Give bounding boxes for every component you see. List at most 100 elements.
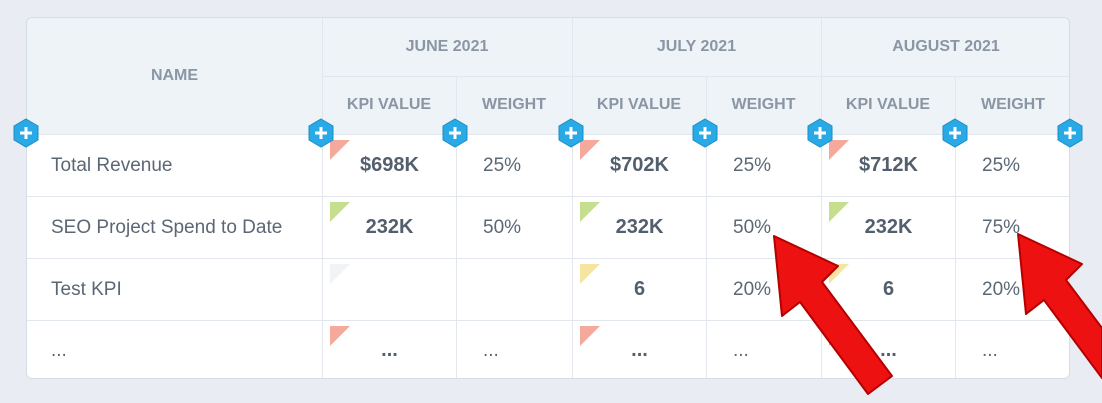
add-column-button[interactable] bbox=[942, 118, 968, 148]
weight-cell[interactable] bbox=[457, 259, 572, 320]
add-column-button[interactable] bbox=[442, 118, 468, 148]
kpi-value-cell[interactable]: 232K bbox=[822, 197, 955, 258]
plus-icon bbox=[308, 118, 334, 148]
row-name-label: SEO Project Spend to Date bbox=[51, 216, 283, 238]
kpi-value-cell[interactable]: $702K bbox=[573, 135, 706, 196]
table-row-name[interactable]: SEO Project Spend to Date bbox=[27, 197, 322, 258]
plus-icon bbox=[692, 118, 718, 148]
weight-value: 75% bbox=[982, 216, 1021, 238]
add-column-button[interactable] bbox=[13, 118, 39, 148]
kpi-value-cell[interactable]: 232K bbox=[573, 197, 706, 258]
status-flag-green bbox=[330, 202, 350, 222]
arrow-icon bbox=[773, 235, 893, 395]
weight-cell[interactable]: ... bbox=[707, 321, 821, 378]
status-flag-red bbox=[580, 326, 600, 346]
weight-cell[interactable]: ... bbox=[956, 321, 1069, 378]
weight-label: WEIGHT bbox=[482, 96, 546, 113]
weight-value: ... bbox=[733, 339, 749, 361]
status-flag-red bbox=[330, 140, 350, 160]
weight-header-august[interactable]: WEIGHT bbox=[955, 76, 1069, 134]
row-name-label: ... bbox=[51, 339, 67, 361]
status-flag-red bbox=[829, 140, 849, 160]
table-row-name[interactable]: Total Revenue bbox=[27, 135, 322, 196]
kpi-value-cell[interactable] bbox=[323, 259, 456, 320]
weight-cell[interactable]: ... bbox=[457, 321, 572, 378]
weight-value: 25% bbox=[982, 154, 1021, 176]
kpi-value: 6 bbox=[882, 278, 895, 300]
grid-line bbox=[27, 196, 1069, 197]
plus-icon bbox=[558, 118, 584, 148]
weight-cell[interactable]: 20% bbox=[956, 259, 1069, 320]
kpi-value-header-august[interactable]: KPI VALUE bbox=[821, 76, 955, 134]
status-flag-green bbox=[580, 202, 600, 222]
kpi-value-cell[interactable]: 6 bbox=[822, 259, 955, 320]
grid-line bbox=[706, 76, 707, 378]
status-flag-red bbox=[580, 140, 600, 160]
weight-header-july[interactable]: WEIGHT bbox=[706, 76, 821, 134]
kpi-value: ... bbox=[631, 339, 648, 361]
status-flag-grey bbox=[330, 264, 350, 284]
add-column-button[interactable] bbox=[1057, 118, 1083, 148]
weight-cell[interactable]: 20% bbox=[707, 259, 821, 320]
kpi-value-label: KPI VALUE bbox=[845, 96, 931, 113]
kpi-value-cell[interactable]: $698K bbox=[323, 135, 456, 196]
status-flag-red bbox=[330, 326, 350, 346]
weight-cell[interactable]: 75% bbox=[956, 197, 1069, 258]
table-row-name[interactable]: ... bbox=[27, 321, 322, 378]
month-label: JUNE 2021 bbox=[405, 38, 489, 55]
plus-icon bbox=[13, 118, 39, 148]
plus-icon bbox=[442, 118, 468, 148]
kpi-value: $702K bbox=[610, 154, 669, 176]
name-header-label: NAME bbox=[150, 67, 199, 84]
grid-line bbox=[821, 18, 822, 378]
weight-label: WEIGHT bbox=[981, 96, 1045, 113]
kpi-table: NAME JUNE 2021 JULY 2021 AUGUST 2021 KPI… bbox=[26, 17, 1070, 379]
grid-line bbox=[27, 320, 1069, 321]
kpi-value-header-july[interactable]: KPI VALUE bbox=[572, 76, 706, 134]
weight-cell[interactable]: 50% bbox=[457, 197, 572, 258]
kpi-value-cell[interactable]: ... bbox=[822, 321, 955, 378]
kpi-value-cell[interactable]: $712K bbox=[822, 135, 955, 196]
arrow-icon bbox=[1017, 233, 1102, 379]
kpi-value: ... bbox=[381, 339, 398, 361]
grid-line bbox=[955, 76, 956, 378]
kpi-value: $712K bbox=[859, 154, 918, 176]
month-label: JULY 2021 bbox=[656, 38, 737, 55]
grid-line bbox=[27, 134, 1069, 135]
grid-line bbox=[27, 258, 1069, 259]
add-column-button[interactable] bbox=[308, 118, 334, 148]
kpi-value-cell[interactable]: ... bbox=[323, 321, 456, 378]
kpi-value-header-june[interactable]: KPI VALUE bbox=[322, 76, 456, 134]
add-column-button[interactable] bbox=[807, 118, 833, 148]
status-flag-green bbox=[829, 202, 849, 222]
name-column-header[interactable]: NAME bbox=[27, 18, 322, 134]
kpi-value-cell[interactable]: ... bbox=[573, 321, 706, 378]
kpi-value-cell[interactable]: 6 bbox=[573, 259, 706, 320]
kpi-value: 232K bbox=[864, 216, 913, 238]
weight-cell[interactable]: 25% bbox=[457, 135, 572, 196]
month-header-august: AUGUST 2021 bbox=[821, 18, 1069, 76]
table-row-name[interactable]: Test KPI bbox=[27, 259, 322, 320]
weight-cell[interactable]: 25% bbox=[707, 135, 821, 196]
kpi-value: 232K bbox=[615, 216, 664, 238]
kpi-value: 6 bbox=[633, 278, 646, 300]
weight-cell[interactable]: 25% bbox=[956, 135, 1069, 196]
weight-value: 50% bbox=[483, 216, 522, 238]
status-flag-yellow bbox=[580, 264, 600, 284]
kpi-value-cell[interactable]: 232K bbox=[323, 197, 456, 258]
weight-header-june[interactable]: WEIGHT bbox=[456, 76, 572, 134]
month-header-june: JUNE 2021 bbox=[322, 18, 572, 76]
add-column-button[interactable] bbox=[558, 118, 584, 148]
plus-icon bbox=[1057, 118, 1083, 148]
row-name-label: Total Revenue bbox=[51, 154, 173, 176]
add-column-button[interactable] bbox=[692, 118, 718, 148]
month-label: AUGUST 2021 bbox=[892, 38, 1000, 55]
kpi-value: $698K bbox=[360, 154, 419, 176]
month-header-july: JULY 2021 bbox=[572, 18, 821, 76]
grid-line bbox=[322, 76, 1069, 77]
grid-line bbox=[456, 76, 457, 378]
row-name-label: Test KPI bbox=[51, 278, 122, 300]
weight-value: 20% bbox=[733, 278, 772, 300]
kpi-value: ... bbox=[880, 339, 897, 361]
weight-cell[interactable]: 50% bbox=[707, 197, 821, 258]
